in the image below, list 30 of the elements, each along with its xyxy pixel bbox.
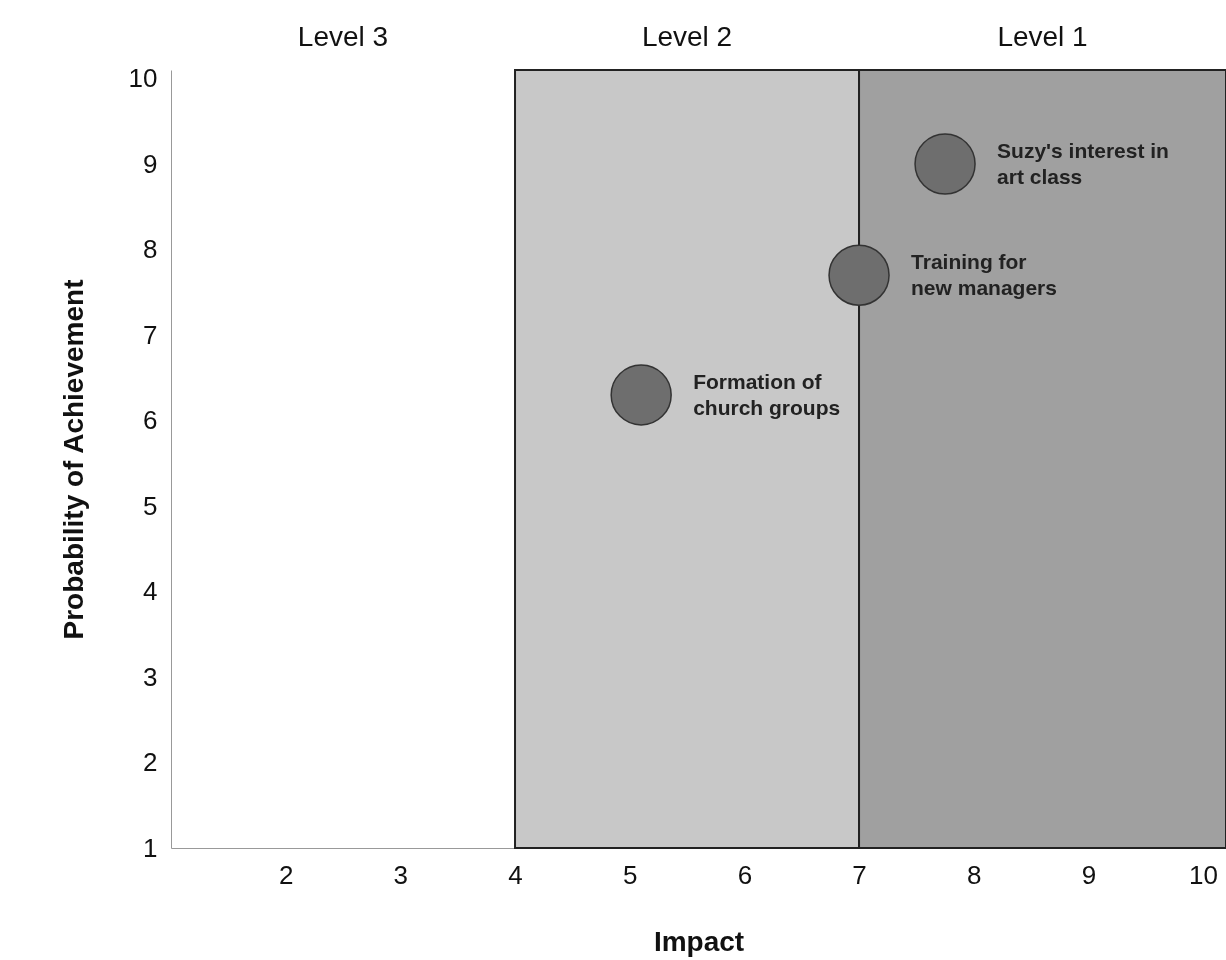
x-tick-label: 9 — [1081, 859, 1097, 890]
y-tick-label: 10 — [128, 63, 158, 94]
x-tick-label: 4 — [508, 859, 523, 890]
x-tick-label: 8 — [966, 859, 982, 890]
x-tick-label: 5 — [622, 859, 638, 890]
y-tick-label: 5 — [143, 490, 158, 521]
x-tick-label: 2 — [278, 859, 294, 890]
annotation: Formation of church groups — [693, 369, 841, 419]
point — [914, 133, 976, 195]
y-tick-label: 2 — [143, 747, 158, 778]
x-axis-title: Impact — [653, 925, 745, 957]
band-label: Level 1 — [997, 21, 1088, 52]
x-tick-label: 7 — [852, 859, 867, 890]
text: Level 3 — [297, 21, 389, 52]
band-label: Level 2 — [641, 21, 733, 52]
y-axis-title: Probability of Achievement — [57, 279, 89, 640]
y-tick-label: 9 — [143, 148, 158, 179]
point — [828, 244, 890, 306]
annotation: Suzy's interest in art class — [997, 139, 1169, 189]
y-tick-label: 8 — [143, 234, 158, 265]
y-tick-label: 3 — [143, 661, 158, 692]
x-tick-label: 6 — [737, 859, 753, 890]
x-tick-label: 10 — [1189, 859, 1219, 890]
y-tick-label: 1 — [143, 832, 158, 863]
x-tick-label: 3 — [393, 859, 409, 890]
point — [610, 364, 672, 426]
y-tick-label: 4 — [143, 576, 158, 607]
annotation: Training for new managers — [911, 250, 1057, 300]
y-tick-label: 7 — [143, 319, 158, 350]
y-tick-label: 6 — [143, 405, 158, 436]
